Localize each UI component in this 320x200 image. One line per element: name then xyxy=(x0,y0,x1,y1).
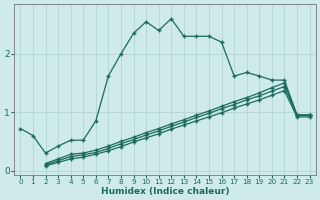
X-axis label: Humidex (Indice chaleur): Humidex (Indice chaleur) xyxy=(101,187,229,196)
